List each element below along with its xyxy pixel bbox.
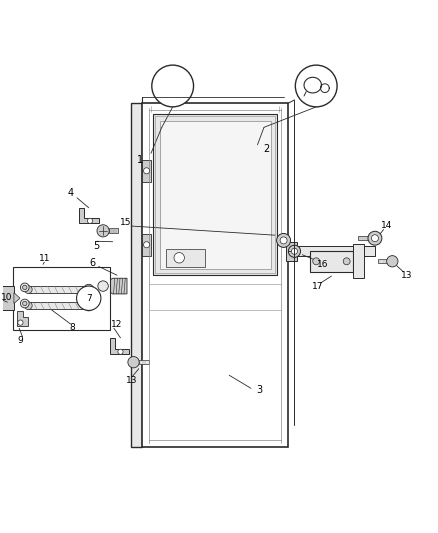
Bar [142,160,151,182]
Circle shape [21,283,29,292]
Polygon shape [353,244,364,278]
Circle shape [144,168,150,174]
Circle shape [313,258,320,265]
Circle shape [144,241,150,248]
Circle shape [98,281,108,292]
Bar [142,234,151,256]
Text: 12: 12 [111,320,123,329]
Circle shape [371,235,378,241]
Polygon shape [14,293,20,303]
Polygon shape [28,286,89,293]
Polygon shape [159,121,271,269]
Text: 15: 15 [120,218,132,227]
Circle shape [88,218,93,223]
Text: 14: 14 [381,221,392,230]
Polygon shape [28,302,89,309]
Circle shape [25,286,32,294]
Circle shape [18,320,23,325]
Circle shape [387,256,398,267]
Polygon shape [79,208,99,223]
Text: 6: 6 [89,258,95,268]
Text: 16: 16 [317,260,328,269]
Polygon shape [17,311,28,326]
Text: 8: 8 [70,323,75,332]
Circle shape [295,65,337,107]
Circle shape [23,285,27,289]
Text: 5: 5 [93,240,100,251]
Text: 2: 2 [263,144,269,154]
Polygon shape [139,360,149,365]
Polygon shape [142,103,288,447]
Polygon shape [110,338,129,354]
Polygon shape [166,77,182,97]
Text: 7: 7 [86,294,92,303]
Text: 17: 17 [312,281,323,290]
Bar [2,286,14,310]
Text: 4: 4 [67,189,74,198]
Circle shape [23,301,27,305]
Circle shape [128,357,139,368]
Bar [166,249,205,266]
Circle shape [277,233,290,247]
Circle shape [174,253,184,263]
Polygon shape [378,259,387,263]
Text: 3: 3 [257,385,263,395]
Circle shape [368,231,382,245]
Polygon shape [153,114,277,275]
Polygon shape [131,103,142,447]
Circle shape [21,299,29,308]
Text: 10: 10 [1,293,12,302]
Text: 13: 13 [401,271,413,280]
Circle shape [152,65,194,107]
Polygon shape [288,246,375,256]
Bar [13,266,110,329]
Polygon shape [109,228,118,233]
Bar [310,251,353,272]
Circle shape [97,225,109,237]
Circle shape [84,284,94,295]
Circle shape [25,302,32,310]
Text: 1: 1 [137,155,143,165]
Polygon shape [358,236,368,240]
Circle shape [291,248,297,254]
Text: 9: 9 [18,336,23,345]
Circle shape [118,349,123,354]
Circle shape [84,301,94,311]
Polygon shape [286,241,297,261]
Circle shape [343,258,350,265]
Circle shape [280,237,287,244]
Text: 13: 13 [126,376,137,385]
Polygon shape [107,278,127,294]
Circle shape [77,286,101,310]
Circle shape [288,245,300,257]
Text: 11: 11 [39,254,50,263]
